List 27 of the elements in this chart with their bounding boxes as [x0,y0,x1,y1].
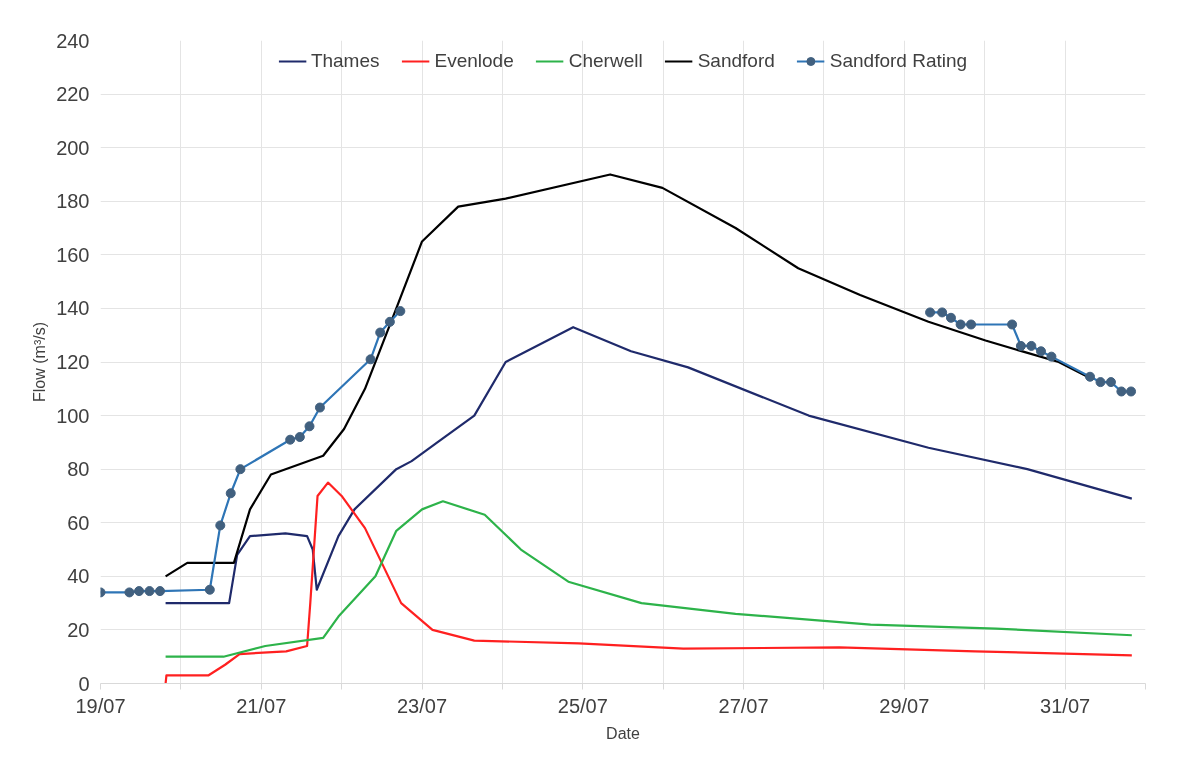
y-tick-label: 60 [67,511,90,534]
y-tick-label: 240 [56,29,90,52]
y-tick-label: 80 [67,458,90,481]
y-tick-label: 200 [56,136,90,159]
legend-label: Sandford Rating [829,50,968,72]
x-tick-label: 25/07 [557,694,608,717]
x-tick-label: 23/07 [397,694,448,717]
y-tick-label: 0 [78,672,90,695]
x-tick-label: 27/07 [718,694,769,717]
legend-label: Sandford [697,50,775,72]
y-tick-label: 20 [67,618,90,641]
legend-label: Evenlode [434,50,514,72]
y-tick-label: 140 [56,297,90,320]
y-tick-label: 220 [56,83,90,106]
y-tick-label: 40 [67,565,90,588]
y-tick-label: 100 [56,404,90,427]
y-tick-label: 180 [56,190,90,213]
legend-label: Thames [310,50,380,72]
x-tick-label: 19/07 [75,694,126,717]
x-axis-title: Date [606,724,640,742]
x-tick-label: 31/07 [1040,694,1091,717]
y-axis-title: Flow (m³/s) [31,322,49,402]
x-tick-label: 29/07 [879,694,930,717]
y-tick-label: 160 [56,243,90,266]
x-tick-label: 21/07 [236,694,287,717]
y-tick-label: 120 [56,351,90,373]
legend-label: Cherwell [568,50,643,72]
